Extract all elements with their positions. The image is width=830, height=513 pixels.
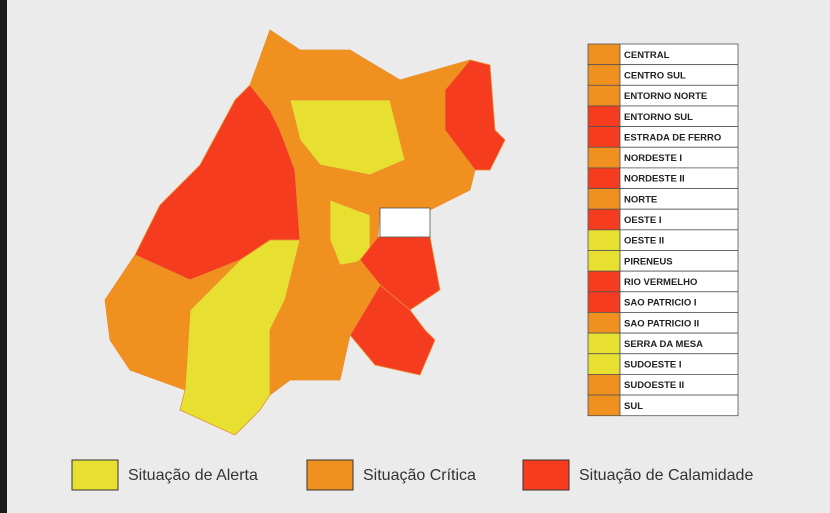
map-region <box>104 254 241 391</box>
region-swatch <box>587 394 621 417</box>
district <box>379 207 431 238</box>
region-swatch <box>587 250 621 272</box>
region-swatch <box>587 208 621 231</box>
region-name: NORTE <box>624 194 657 205</box>
region-swatch <box>587 229 621 251</box>
map <box>104 29 506 436</box>
legend-label: Situação de Calamidade <box>579 467 753 484</box>
region-name: NORDESTE II <box>624 174 685 185</box>
legend-swatch <box>71 459 119 491</box>
map-region <box>444 59 506 171</box>
region-swatch <box>587 146 621 169</box>
map-region <box>329 199 371 266</box>
legend-label: Situação de Alerta <box>128 467 258 484</box>
region-swatch <box>587 291 621 313</box>
region-name: NORDESTE I <box>624 153 682 164</box>
region-name: OESTE II <box>624 236 664 247</box>
legend: Situação de Alerta Situação Crítica Situaç… <box>71 459 753 491</box>
legend-swatch <box>522 459 570 491</box>
region-swatch <box>587 167 621 189</box>
edge <box>0 0 7 513</box>
map-region <box>349 284 436 376</box>
region-name: PIRENEUS <box>624 256 673 267</box>
region-swatch <box>587 64 621 86</box>
region-table: CENTRAL CENTRO SUL ENTORNO NORTE ENTORNO SU… <box>587 43 739 417</box>
region-name: ESTRADA DE FERRO <box>624 132 721 143</box>
region-name: SAO PATRICIO II <box>624 318 699 329</box>
region-swatch <box>587 353 621 375</box>
region-name: SUDOESTE I <box>624 360 682 371</box>
region-name: SUL <box>624 401 643 412</box>
region-name: SAO PATRICIO I <box>624 298 696 309</box>
region-swatch <box>587 84 621 107</box>
region-name: OESTE I <box>624 215 661 226</box>
region-name: SUDOESTE II <box>624 380 684 391</box>
region-name: ENTORNO NORTE <box>624 91 707 102</box>
region-swatch <box>587 312 621 334</box>
region-swatch <box>587 43 621 66</box>
region-swatch <box>587 270 621 293</box>
region-swatch <box>587 332 621 355</box>
legend-swatch <box>306 459 354 491</box>
region-name: ENTORNO SUL <box>624 112 693 123</box>
region-swatch <box>587 105 621 127</box>
region-name: CENTRO SUL <box>624 70 686 81</box>
region-swatch <box>587 188 621 210</box>
region-swatch <box>587 373 621 396</box>
region-name: SERRA DA MESA <box>624 339 703 350</box>
region-name: CENTRAL <box>624 50 670 61</box>
region-name: RIO VERMELHO <box>624 277 697 288</box>
map-region <box>369 59 476 211</box>
region-cell <box>619 394 739 417</box>
legend-label: Situação Crítica <box>363 467 476 484</box>
region-swatch <box>587 126 621 148</box>
